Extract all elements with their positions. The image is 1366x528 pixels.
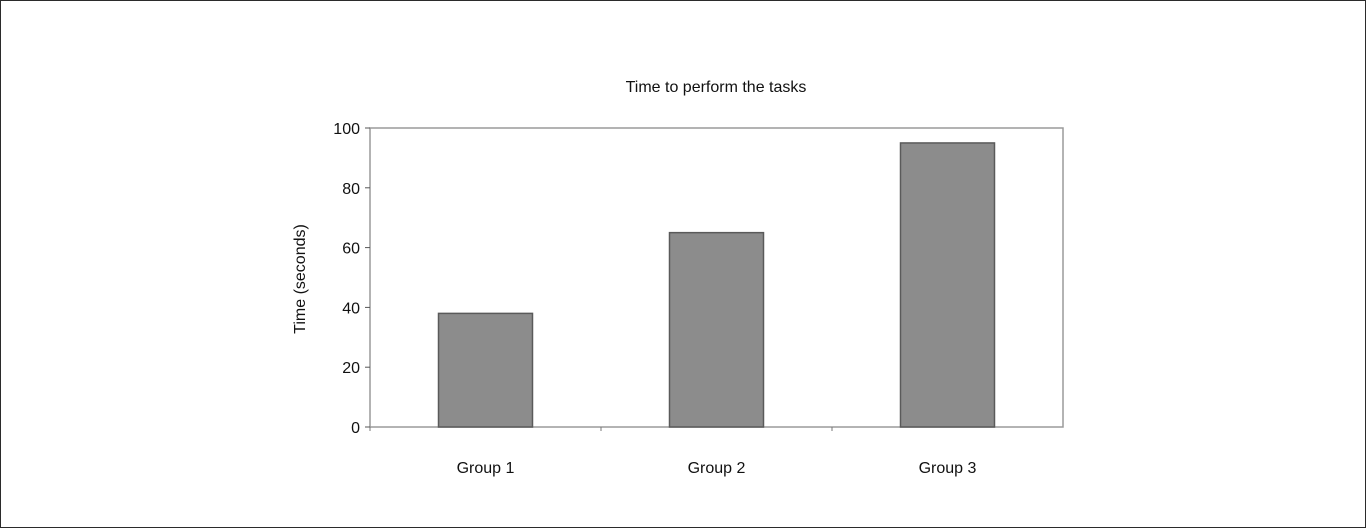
y-axis: 0 20 40 60 80 100: [333, 121, 370, 437]
y-tick-label: 100: [333, 121, 360, 138]
x-tick-label: Group 1: [457, 460, 515, 477]
bar-3: [899, 142, 996, 428]
bar-2: [668, 231, 765, 428]
bars: [437, 142, 996, 428]
y-tick-label: 80: [342, 181, 360, 198]
x-tick-label: Group 2: [688, 460, 746, 477]
y-tick-label: 60: [342, 241, 360, 258]
bar-1: [437, 312, 534, 428]
y-tick-label: 20: [342, 360, 360, 377]
chart-title: Time to perform the tasks: [626, 79, 807, 96]
x-tick-label: Group 3: [919, 460, 977, 477]
y-tick-label: 40: [342, 300, 360, 317]
y-axis-label: Time (seconds): [292, 224, 309, 334]
y-tick-label: 0: [351, 420, 360, 437]
x-axis: Group 1 Group 2 Group 3: [369, 427, 977, 477]
